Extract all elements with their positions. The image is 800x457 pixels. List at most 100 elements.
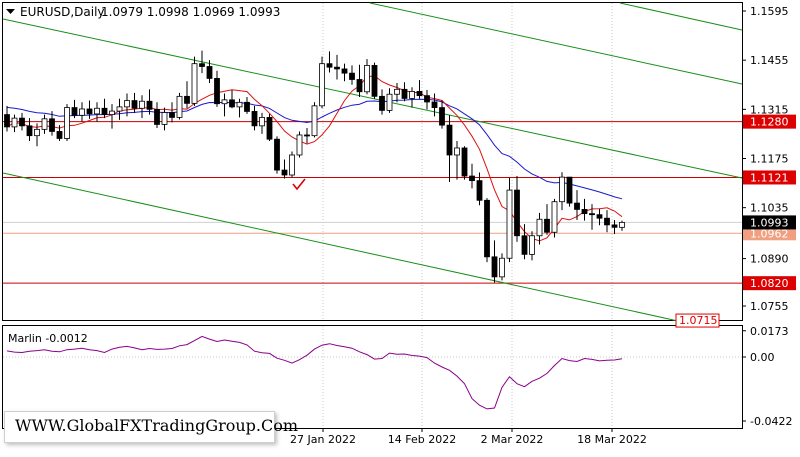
candle-body	[311, 105, 318, 137]
channel-line	[369, 2, 743, 85]
candle-body	[364, 65, 370, 93]
candle-body	[574, 202, 580, 210]
indicator-axis-label: -0.0422	[750, 415, 792, 428]
candle-body	[326, 63, 333, 68]
candle-body	[319, 63, 325, 107]
candle-body	[259, 117, 265, 127]
candle-body	[94, 107, 100, 115]
candle-body	[499, 257, 505, 278]
candle-body	[289, 154, 295, 176]
check-mark-icon	[292, 178, 306, 191]
candle-body	[439, 107, 445, 126]
candle-body	[424, 95, 430, 103]
candle-body	[469, 175, 475, 182]
price-axis-label: 1.1315	[750, 103, 789, 116]
candle-body	[56, 131, 63, 139]
candle-body	[604, 217, 610, 226]
candle-body	[116, 106, 123, 112]
price-axis-label: 1.1595	[750, 5, 789, 18]
candle-body	[11, 117, 18, 128]
candle-body	[296, 134, 303, 156]
candle-body	[146, 100, 153, 110]
candle-body	[281, 169, 288, 176]
candle-body	[199, 63, 205, 67]
candle-body	[521, 235, 528, 255]
candle-body	[206, 66, 213, 79]
candle-body	[131, 100, 138, 109]
candle-body	[334, 66, 340, 70]
current-price-tag	[743, 215, 796, 230]
price-axis-label: 1.0755	[750, 300, 789, 313]
candle-body	[169, 112, 175, 118]
candle-body	[251, 111, 258, 127]
candle-body	[416, 91, 423, 97]
candle-body	[356, 79, 363, 93]
time-axis-label: 18 Mar 2022	[577, 433, 647, 446]
current-price-tag-text: 1.0993	[750, 216, 789, 229]
price-axis-label: 1.1175	[750, 153, 789, 166]
level-price-tag	[743, 114, 796, 129]
target-label-text: 1.0715	[679, 314, 718, 327]
candle-body	[386, 93, 393, 111]
target-label-box	[675, 313, 720, 328]
indicator-label: Marlin -0.0012	[8, 332, 88, 345]
candle-body	[506, 189, 513, 259]
candle-body	[341, 68, 348, 74]
candle-body	[229, 99, 235, 108]
indicator-axis-label: 0.00	[750, 351, 775, 364]
main-panel	[2, 2, 743, 321]
candle-body	[349, 72, 355, 80]
candle-body	[236, 101, 243, 108]
candle-body	[566, 176, 573, 204]
candle-body	[71, 107, 78, 116]
marlin-line	[6, 335, 623, 410]
candle-body	[34, 128, 40, 137]
candle-body	[536, 218, 543, 237]
candle-body	[454, 147, 460, 156]
candle-body	[101, 107, 108, 116]
candle-body	[266, 117, 273, 140]
level-price-tag	[743, 226, 796, 241]
candle-body	[409, 91, 415, 99]
price-axis-label: 1.1455	[750, 54, 789, 67]
candle-body	[596, 214, 603, 219]
candle-body	[514, 189, 520, 237]
watermark-text: WWW.GlobalFXTradingGroup.Com	[15, 416, 299, 435]
candle-body	[431, 101, 438, 108]
candle-body	[49, 118, 55, 132]
level-price-tag-text: 1.1121	[750, 171, 789, 184]
candle-body	[221, 99, 228, 105]
candle-body	[461, 147, 468, 177]
candle-body	[476, 180, 483, 201]
candle-body	[79, 108, 85, 116]
candle-body	[589, 213, 595, 216]
level-price-tag-text: 1.0820	[750, 277, 789, 290]
candle-body	[619, 222, 625, 228]
symbol-label: EURUSD,Daily	[20, 5, 105, 19]
candle-body	[191, 63, 198, 104]
price-axis-label: 1.1035	[750, 202, 789, 215]
candle-body	[161, 112, 168, 125]
candle-body	[154, 108, 160, 125]
candle-body	[26, 125, 33, 137]
time-axis-label: 27 Jan 2022	[290, 433, 356, 446]
candle-body	[394, 88, 400, 95]
candle-body	[139, 100, 145, 109]
candle-body	[214, 78, 220, 105]
candle-body	[274, 138, 280, 171]
candle-body	[559, 176, 565, 203]
candle-body	[544, 218, 550, 233]
time-axis-label: 2 Mar 2022	[481, 433, 544, 446]
channel-line	[2, 18, 743, 179]
candle-body	[184, 95, 190, 104]
candle-body	[41, 118, 48, 130]
level-price-tag	[743, 170, 796, 185]
candle-body	[86, 108, 93, 115]
symbol-dropdown-icon[interactable]	[6, 9, 15, 14]
candle-body	[551, 201, 558, 233]
channel-line	[619, 2, 743, 31]
channel-line	[2, 172, 679, 322]
candle-body	[64, 107, 70, 139]
